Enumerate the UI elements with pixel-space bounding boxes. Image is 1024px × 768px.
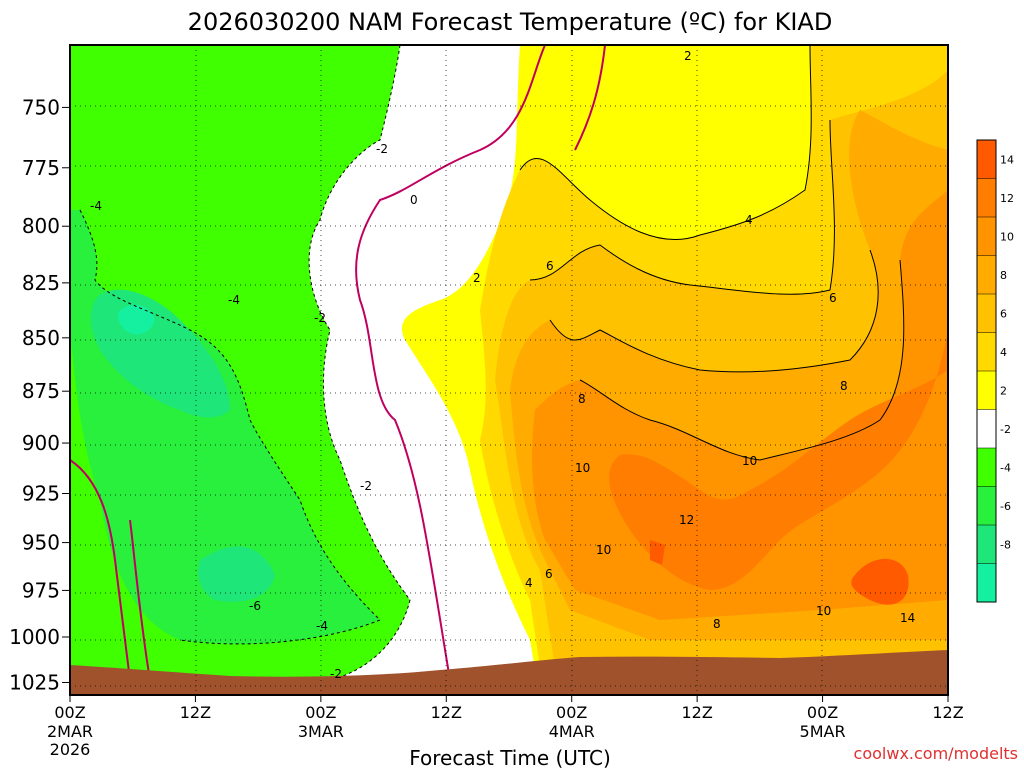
- colorbar-swatch: [977, 525, 996, 564]
- x-tick-date: 5MAR: [800, 722, 846, 741]
- contour-dashed-minus2: [308, 45, 411, 681]
- colorbar-label: 10: [1000, 230, 1014, 243]
- x-tick-label: 12Z: [431, 703, 462, 722]
- contour-label: 2: [684, 49, 692, 63]
- contour-solid-8: [549, 249, 879, 373]
- contour-zero-2: [355, 45, 546, 681]
- x-tick-label: 00Z: [556, 703, 587, 722]
- colorbar-swatch: [977, 486, 996, 525]
- contour-solid-10: [579, 259, 905, 461]
- contour-zero-4: [129, 519, 151, 681]
- y-tick-label: 950: [22, 531, 60, 555]
- contour-label: 12: [679, 513, 694, 527]
- contour-label: -4: [316, 619, 328, 633]
- y-tick-label: 800: [22, 214, 60, 238]
- contour-solid-4: [519, 45, 812, 240]
- contour-label: 8: [713, 617, 721, 631]
- y-tick-label: 775: [22, 156, 60, 180]
- colorbar-swatch: [977, 217, 996, 256]
- x-tick-label: 12Z: [180, 703, 211, 722]
- colorbar-label: -2: [1000, 423, 1011, 436]
- colorbar-swatch: [977, 255, 996, 294]
- colorbar-label: -4: [1000, 461, 1011, 474]
- colorbar-swatch: [977, 140, 996, 179]
- contour-label: 4: [745, 213, 753, 227]
- contour-label: 6: [829, 291, 837, 305]
- y-tick-label: 750: [22, 95, 60, 119]
- contour-label: 10: [575, 461, 590, 475]
- colorbar: 14 12 10 8 6 4 2 -2 -4 -6 -8: [976, 139, 1014, 603]
- contour-label: 10: [742, 454, 757, 468]
- contour-zero: [70, 459, 131, 681]
- colorbar-label: 14: [1000, 153, 1014, 166]
- contour-label: 4: [525, 576, 533, 590]
- x-tick-label: 12Z: [932, 703, 963, 722]
- band-above-12: [609, 330, 948, 590]
- y-tick-label: 925: [22, 481, 60, 505]
- contour-label: -4: [228, 293, 240, 307]
- colorbar-swatch: [977, 294, 996, 333]
- chart-title: 2026030200 NAM Forecast Temperature (ºC)…: [188, 8, 833, 36]
- plot-frame: [69, 44, 949, 696]
- colorbar-label: 2: [1000, 384, 1007, 397]
- x-tick-year: 2026: [50, 740, 91, 759]
- colorbar-label: -8: [1000, 538, 1011, 551]
- contour-zero-3: [574, 45, 606, 151]
- x-tick-label: 00Z: [807, 703, 838, 722]
- watermark: coolwx.com/modelts: [854, 744, 1018, 763]
- colorbar-label: -6: [1000, 500, 1011, 513]
- contour-label: 0: [410, 193, 418, 207]
- band-above-14: [650, 540, 909, 605]
- colorbar-label: 6: [1000, 307, 1007, 320]
- contour-label: 6: [545, 567, 553, 581]
- contour-labels: -4 -2 0 2 -4 -2 -2 -4 -6 -2 2 6 4 6 8 8 …: [90, 49, 915, 681]
- y-tick-label: 1000: [9, 625, 60, 649]
- contour-label: 10: [816, 604, 831, 618]
- contour-label: -2: [376, 142, 388, 156]
- colorbar-label: 12: [1000, 192, 1014, 205]
- y-tick-label: 875: [22, 379, 60, 403]
- contour-label: -6: [249, 599, 261, 613]
- contour-label: -2: [314, 311, 326, 325]
- y-tick-label: 1025: [9, 670, 60, 694]
- contour-label: 10: [596, 543, 611, 557]
- colorbar-swatch: [977, 332, 996, 371]
- contour-dashed-minus4: [79, 209, 381, 645]
- x-tick-label: 00Z: [54, 703, 85, 722]
- contour-label: 14: [900, 611, 915, 625]
- colorbar-swatch: [977, 371, 996, 410]
- x-tick-label: 00Z: [305, 703, 336, 722]
- colorbar-label: 8: [1000, 269, 1007, 282]
- colorbar-swatch: [977, 448, 996, 487]
- colorbar-swatch: [977, 409, 996, 448]
- band-below-minus8: [117, 304, 155, 335]
- contour-label: -2: [360, 479, 372, 493]
- x-axis-label: Forecast Time (UTC): [409, 746, 611, 768]
- y-tick-label: 975: [22, 578, 60, 602]
- x-tick-date: 2MAR: [47, 722, 93, 741]
- x-tick-date: 4MAR: [549, 722, 595, 741]
- contour-label: 8: [578, 392, 586, 406]
- x-tick-date: 3MAR: [298, 722, 344, 741]
- colorbar-swatch: [977, 563, 996, 602]
- contour-label: -2: [330, 667, 342, 681]
- contour-solid-6: [529, 119, 835, 295]
- grid: [70, 45, 948, 695]
- y-tick-label: 900: [22, 431, 60, 455]
- temperature-field: -4 -2 0 2 -4 -2 -2 -4 -6 -2 2 6 4 6 8 8 …: [70, 45, 948, 695]
- y-tick-label: 825: [22, 271, 60, 295]
- contour-label: -4: [90, 199, 102, 213]
- band-below-minus6: [90, 289, 275, 602]
- y-axis: 750 775 800 825 850 875 900 925 950 975 1000 1025: [9, 95, 70, 694]
- contour-label: 8: [840, 379, 848, 393]
- ground-terrain: [70, 650, 948, 695]
- colorbar-label: 4: [1000, 346, 1007, 359]
- colorbar-swatch: [977, 178, 996, 217]
- y-tick-label: 850: [22, 326, 60, 350]
- contour-label: 6: [546, 259, 554, 273]
- x-tick-label: 12Z: [681, 703, 712, 722]
- contour-label: 2: [473, 271, 481, 285]
